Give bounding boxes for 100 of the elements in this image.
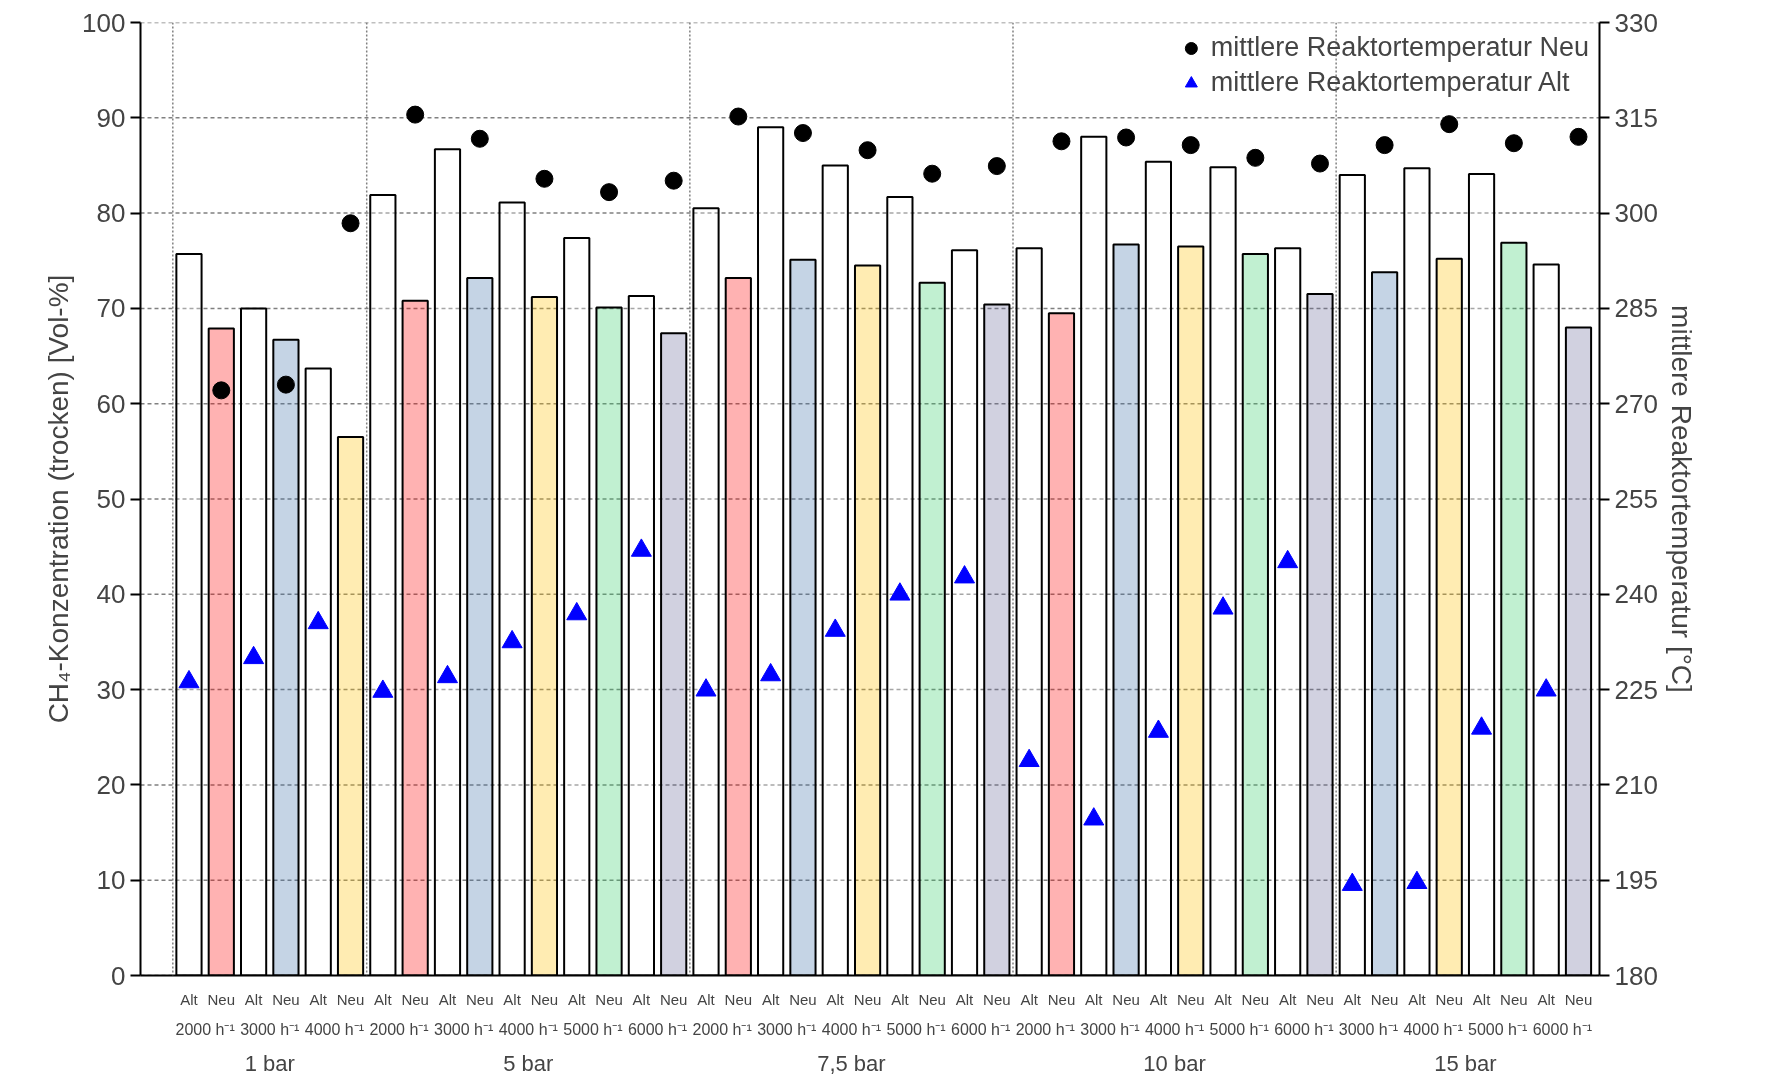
text: 5000 h⁻¹ [563,1020,623,1038]
bar [530,295,559,976]
x-tick-label: Neu [530,990,559,1008]
x-tick-label: Alt [826,990,845,1008]
point [1181,136,1200,155]
text: 2000 h⁻¹ [369,1020,429,1038]
x-tick-label: Alt [309,990,328,1008]
legend-label: mittlere Reaktortemperatur Neu [1210,32,1589,63]
y2-tick-label: 330 [1614,7,1658,38]
bar [1177,245,1205,976]
point [1569,127,1588,146]
point [760,662,782,682]
point [1212,596,1234,615]
y-tick-label: 100 [82,7,126,38]
bar [401,299,429,976]
text: 2000 h⁻¹ [175,1020,235,1038]
y-tick-label: 20 [96,769,126,800]
text: 4000 h⁻¹ [821,1020,882,1038]
bar [240,307,268,976]
x-tick-label: Alt [697,990,716,1008]
point [1277,549,1299,569]
point [1440,115,1459,134]
x-tick-label: Neu [1500,990,1528,1008]
point [1083,807,1105,826]
bar [918,281,946,976]
x-tick-label: Alt [891,990,910,1008]
bar [1112,243,1140,976]
text: 2000 h⁻¹ [1015,1020,1075,1038]
x-tick-label: Alt [1020,990,1039,1008]
y-tick-label: 10 [96,865,126,896]
point [600,183,619,202]
bar [1274,247,1302,976]
text: 4000 h⁻¹ [304,1020,365,1038]
text: 3000 h⁻¹ [1080,1020,1140,1038]
bar [1015,247,1043,976]
point [1147,719,1169,738]
bar [466,276,494,976]
text: 5000 h⁻¹ [1468,1020,1528,1038]
x-tick-label: Alt [1149,990,1168,1008]
bar [595,306,623,976]
point [923,164,942,183]
point [1504,134,1523,153]
bar [498,201,526,976]
x-tick-label: Alt [1537,990,1556,1008]
bar [272,338,300,976]
bar [1241,253,1269,976]
bar [724,276,752,976]
bar [369,193,397,976]
bar [950,249,979,976]
bar [207,327,235,976]
point [372,679,394,698]
x-tick-label: Neu [401,990,429,1008]
y-tick-label: 80 [96,198,126,229]
text: 5000 h⁻¹ [1209,1020,1269,1038]
x-tick-label: Alt [1343,990,1362,1008]
x-tick-label: Neu [272,990,300,1008]
point [406,105,425,124]
x-tick-label: Alt [374,990,393,1008]
y2-tick-label: 180 [1614,960,1658,991]
point [824,618,846,637]
y-tick-label: 60 [96,388,126,419]
x-tick-label: Neu [853,990,882,1008]
x-tick-label: Alt [567,990,587,1008]
text: 4000 h⁻¹ [498,1020,558,1038]
text: 7,5 bar [817,1050,886,1076]
point [243,645,265,665]
bar [886,195,914,976]
point [1246,148,1265,167]
x-tick-label: Alt [1278,990,1298,1008]
x-tick-label: Neu [983,990,1011,1008]
bar [853,264,882,976]
x-tick-label: Alt [1472,990,1492,1008]
x-tick-label: Alt [632,990,651,1008]
text: 4000 h⁻¹ [1144,1020,1205,1038]
point [954,565,976,584]
point [1406,870,1428,890]
bar [1144,160,1173,976]
bar [1532,263,1560,976]
y2-tick-label: 315 [1614,102,1658,133]
x-tick-label: Alt [503,990,522,1008]
x-tick-label: Neu [595,990,623,1008]
x-tick-label: Neu [1047,990,1076,1008]
x-tick-label: Neu [1306,990,1334,1008]
point [1117,128,1136,147]
text: 6000 h⁻¹ [627,1020,688,1038]
bar [1371,271,1399,976]
x-tick-label: Neu [207,990,236,1008]
text: 3000 h⁻¹ [240,1020,300,1038]
point [729,107,748,126]
text: 1 bar [244,1050,295,1076]
y2-axis-title: mittlere Reaktortemperatur [°C] [1665,305,1697,693]
bar [1080,135,1108,976]
text: 6000 h⁻¹ [1532,1020,1592,1038]
text: 2000 h⁻¹ [692,1020,752,1038]
y2-tick-label: 225 [1614,674,1658,705]
legend-label: mittlere Reaktortemperatur Alt [1210,67,1570,98]
bar [983,303,1011,976]
x-tick-label: Neu [466,990,494,1008]
point [178,669,200,689]
point [1310,154,1329,173]
